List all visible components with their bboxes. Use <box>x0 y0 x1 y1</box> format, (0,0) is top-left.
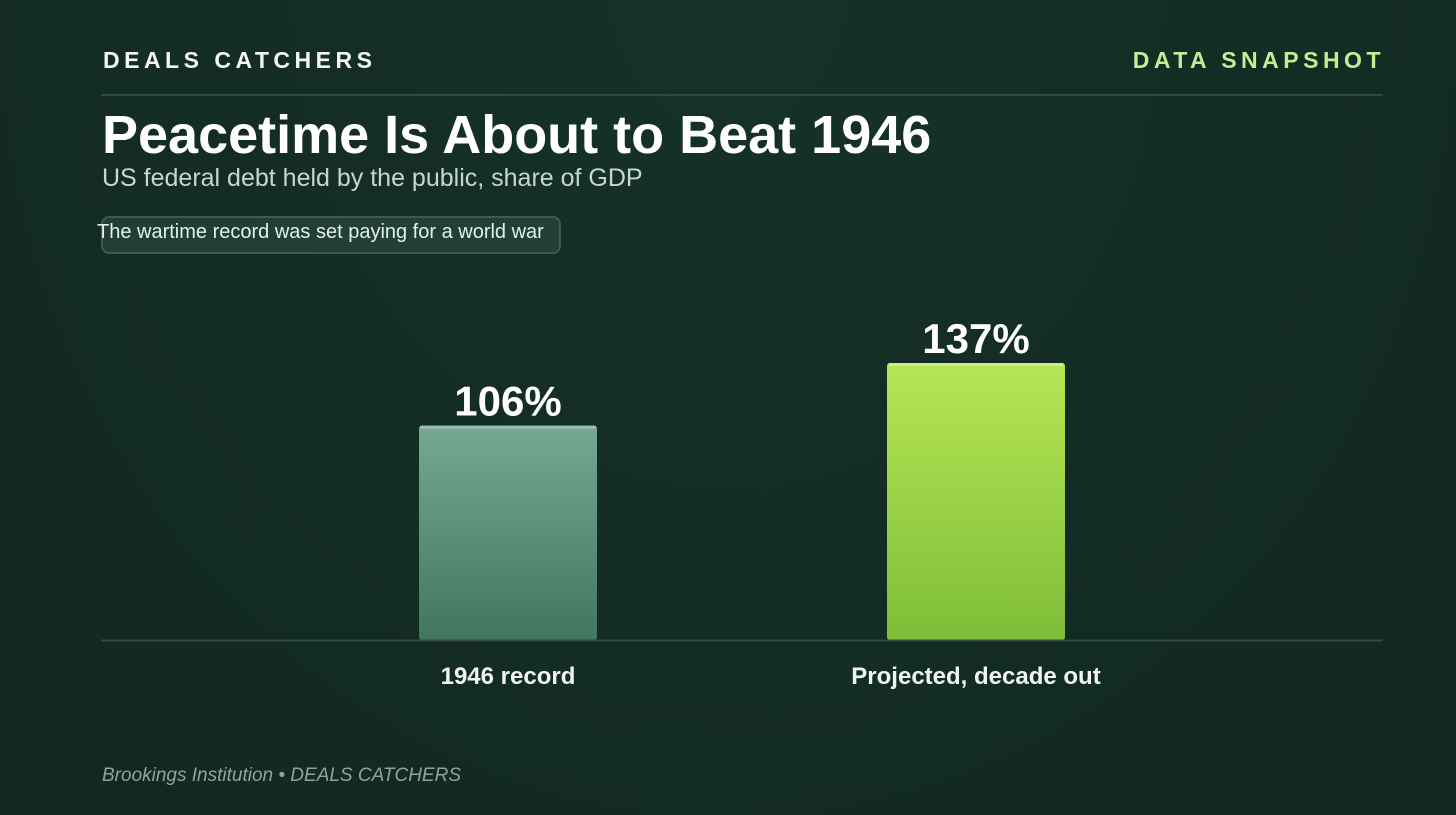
source-credit: Brookings Institution • DEALS CATCHERS <box>102 765 461 786</box>
bar-top-highlight <box>420 425 596 429</box>
chart-title: Peacetime Is About to Beat 1946 <box>102 105 932 165</box>
category-label-projected-decade-out: Projected, decade out <box>851 663 1100 690</box>
chart-subtitle: US federal debt held by the public, shar… <box>102 164 643 192</box>
value-label-projected-decade-out: 137% <box>922 315 1029 362</box>
bar-top-highlight <box>888 363 1064 366</box>
annotation-text: The wartime record was set paying for a … <box>97 221 544 243</box>
header-divider <box>101 94 1383 96</box>
brand-name: DEALS CATCHERS <box>103 47 377 73</box>
annotation-box <box>101 216 561 254</box>
bars-group <box>419 363 1065 640</box>
bar-projected-decade-out <box>887 363 1065 640</box>
value-label-1946-record: 106% <box>454 378 561 425</box>
bar-1946-record <box>419 425 597 640</box>
labels-group: 106% 1946 record 137% Projected, decade out <box>441 315 1101 690</box>
category-label-1946-record: 1946 record <box>441 663 576 690</box>
section-tag: DATA SNAPSHOT <box>1132 47 1385 73</box>
